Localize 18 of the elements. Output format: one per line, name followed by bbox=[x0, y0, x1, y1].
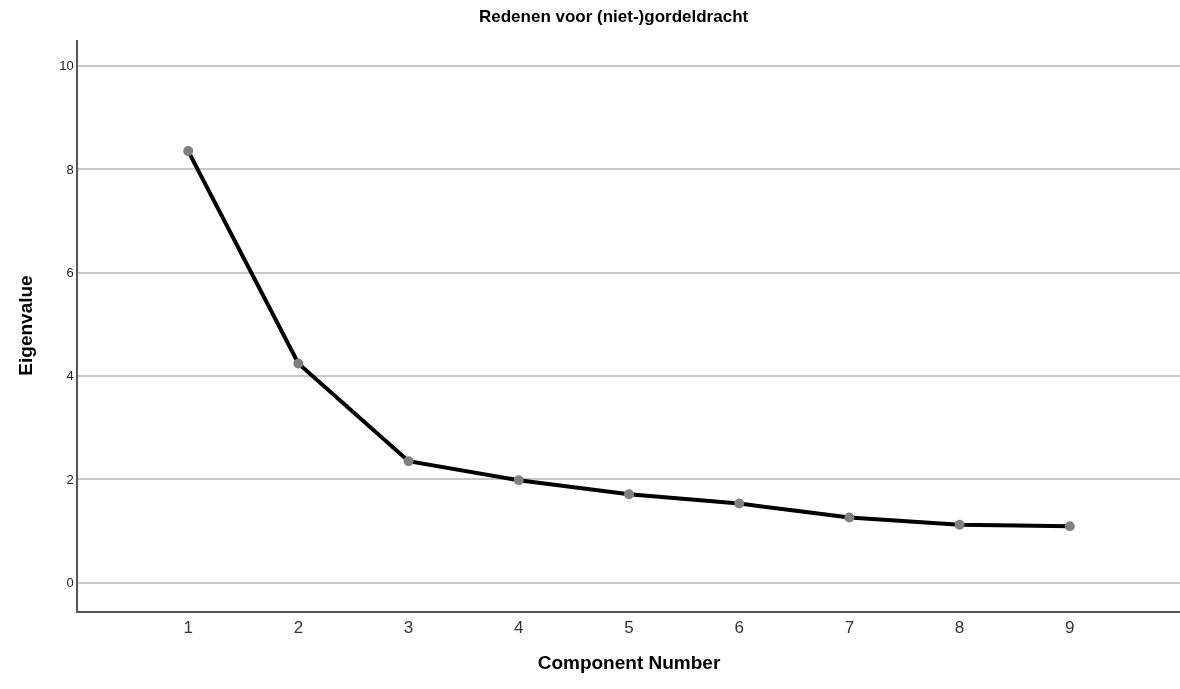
x-tick-label: 5 bbox=[624, 618, 634, 638]
chart-title: Redenen voor (niet-)gordeldracht bbox=[479, 7, 749, 27]
x-axis-title: Component Number bbox=[537, 652, 721, 674]
x-tick-label: 2 bbox=[293, 618, 304, 638]
x-tick-label: 8 bbox=[954, 618, 965, 638]
y-tick-label: 8 bbox=[66, 161, 74, 177]
x-tick-label: 1 bbox=[183, 618, 193, 638]
y-axis-title: Eigenvalue bbox=[14, 275, 36, 376]
x-tick-label: 3 bbox=[403, 618, 414, 638]
x-tick-label: 4 bbox=[514, 618, 524, 638]
x-tick-label: 7 bbox=[844, 618, 855, 638]
y-tick-label: 6 bbox=[66, 265, 74, 281]
y-tick-label: 10 bbox=[59, 58, 74, 74]
x-tick-label: 9 bbox=[1065, 618, 1075, 638]
y-tick-label: 4 bbox=[66, 368, 74, 384]
y-tick-label: 2 bbox=[66, 471, 74, 487]
y-tick-label: 0 bbox=[66, 575, 74, 591]
x-tick-label: 6 bbox=[734, 618, 744, 638]
